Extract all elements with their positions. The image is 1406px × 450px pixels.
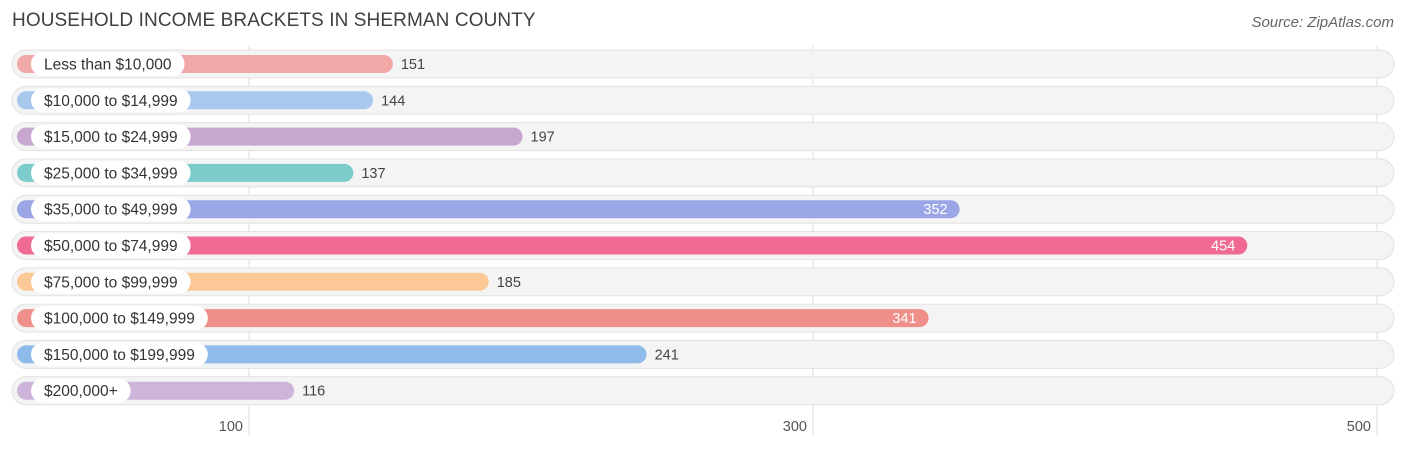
- value-label: 352: [923, 202, 947, 218]
- category-label-background: [31, 197, 191, 222]
- value-label: 197: [531, 130, 555, 146]
- x-tick-label: 300: [783, 419, 807, 435]
- value-label: 241: [655, 347, 679, 363]
- category-label-background: [31, 88, 191, 113]
- value-label: 341: [892, 311, 916, 327]
- value-label: 454: [1211, 239, 1235, 255]
- category-label: Less than $10,000: [44, 57, 172, 74]
- row-background: [11, 376, 1395, 406]
- category-label: $35,000 to $49,999: [44, 202, 178, 219]
- x-tick-label: 500: [1347, 419, 1371, 435]
- category-label-background: [31, 124, 191, 149]
- source-credit: Source: ZipAtlas.com: [1251, 14, 1394, 31]
- category-label-background: [31, 160, 191, 185]
- x-tick-label: 100: [219, 419, 243, 435]
- bar: [17, 309, 929, 328]
- category-label-background: [31, 233, 191, 258]
- value-label: 144: [381, 93, 405, 109]
- category-label: $75,000 to $99,999: [44, 274, 178, 291]
- category-label-background: [31, 306, 208, 331]
- chart-title: HOUSEHOLD INCOME BRACKETS IN SHERMAN COU…: [12, 10, 536, 31]
- value-label: 151: [401, 57, 425, 73]
- bar: [17, 200, 960, 219]
- bars: Less than $10,000 151 $10,000 to $14,999 14…: [11, 49, 1395, 406]
- category-label: $100,000 to $149,999: [44, 311, 195, 328]
- category-label: $10,000 to $14,999: [44, 93, 178, 110]
- category-label-background: [31, 342, 208, 367]
- category-label-background: [31, 378, 131, 403]
- value-label: 185: [497, 275, 521, 291]
- category-label: $200,000+: [44, 383, 118, 400]
- row-background: [11, 158, 1395, 188]
- x-axis-ticks: 100 300 500: [219, 419, 1371, 435]
- category-label-background: [31, 52, 185, 76]
- category-label: $25,000 to $34,999: [44, 165, 178, 182]
- value-label: 137: [361, 166, 385, 182]
- category-label: $15,000 to $24,999: [44, 129, 178, 146]
- bar: [17, 236, 1248, 255]
- category-label: $150,000 to $199,999: [44, 347, 195, 364]
- category-label-background: [31, 269, 191, 294]
- category-label: $50,000 to $74,999: [44, 238, 178, 255]
- value-label: 116: [302, 384, 325, 400]
